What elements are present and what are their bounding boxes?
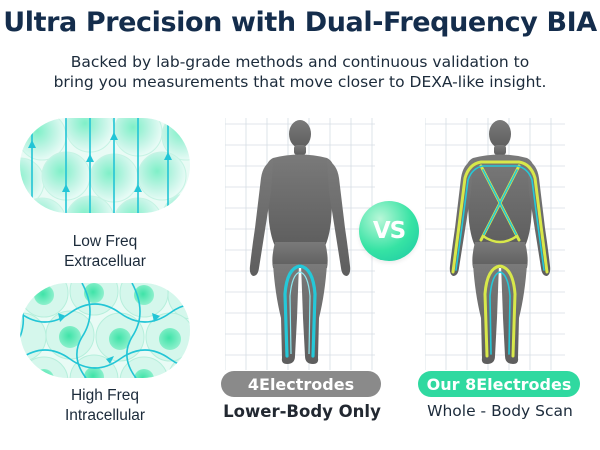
four-electrodes-pill: 4Electrodes	[221, 371, 381, 397]
high-freq-caption: High Freq Intracellular	[20, 386, 190, 426]
eight-electrodes-pill: Our 8Electrodes	[418, 371, 580, 397]
four-electrode-body-figure	[225, 118, 375, 370]
subtitle-line-2: bring you measurements that move closer …	[53, 73, 547, 91]
headline-title: Ultra Precision with Dual-Frequency BIA	[3, 7, 597, 38]
low-freq-caption: Low Freq Extracelluar	[20, 232, 190, 272]
intracellular-cells-icon	[20, 283, 190, 378]
intracellular-label: Intracellular	[64, 407, 146, 424]
extracellular-cells-icon	[20, 118, 190, 213]
headline-subtitle: Backed by lab-grade methods and continuo…	[0, 52, 600, 92]
eight-electrode-body-figure	[425, 118, 575, 370]
subtitle-line-1: Backed by lab-grade methods and continuo…	[70, 53, 530, 71]
high-freq-label: High Freq	[70, 387, 140, 404]
versus-label: VS	[372, 218, 406, 244]
lower-body-only-caption: Lower-Body Only	[223, 402, 381, 421]
extracellular-label: Extracelluar	[64, 253, 146, 270]
whole-body-scan-caption: Whole - Body Scan	[427, 402, 573, 420]
low-freq-label: Low Freq	[72, 233, 138, 250]
versus-badge: VS	[359, 201, 419, 261]
